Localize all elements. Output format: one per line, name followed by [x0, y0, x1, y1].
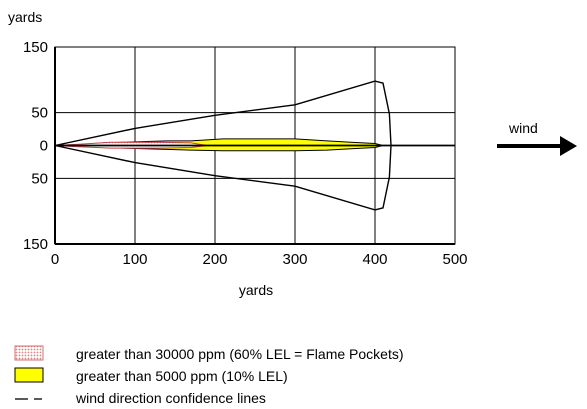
y-tick-label: 150 [23, 39, 48, 56]
confidence-line-lower [54, 144, 392, 211]
legend-label: greater than 30000 ppm (60% LEL = Flame … [76, 346, 404, 362]
legend: greater than 30000 ppm (60% LEL = Flame … [14, 345, 404, 406]
legend-item: greater than 30000 ppm (60% LEL = Flame … [14, 345, 404, 362]
series-layer [54, 80, 455, 211]
y-axis-label: yards [8, 9, 42, 25]
legend-item: greater than 5000 ppm (10% LEL) [14, 367, 288, 384]
x-axis-label: yards [239, 282, 273, 298]
plot-frame [54, 46, 456, 245]
x-tick-label: 200 [202, 251, 227, 268]
x-tick-labels: 0 100 200 300 400 500 [51, 251, 468, 268]
x-tick-label: 500 [442, 251, 467, 268]
confidence-line-upper [54, 80, 392, 147]
y-tick-label: 150 [23, 236, 48, 253]
y-tick-label: 0 [40, 138, 48, 155]
x-tick-label: 300 [282, 251, 307, 268]
dotted-pink-swatch [14, 345, 44, 361]
y-tick-label: 50 [31, 170, 48, 187]
x-tick-label: 0 [51, 251, 59, 268]
y-tick-labels: 150 50 0 50 150 [23, 39, 48, 253]
legend-item: wind direction confidence lines [15, 390, 266, 406]
wind-label: wind [508, 120, 538, 136]
legend-label: greater than 5000 ppm (10% LEL) [76, 368, 288, 384]
yellow-swatch [14, 367, 44, 383]
legend-label: wind direction confidence lines [75, 390, 266, 406]
x-tick-label: 100 [122, 251, 147, 268]
wind-arrow-icon [497, 136, 577, 156]
x-tick-label: 400 [362, 251, 387, 268]
y-tick-label: 50 [31, 105, 48, 122]
